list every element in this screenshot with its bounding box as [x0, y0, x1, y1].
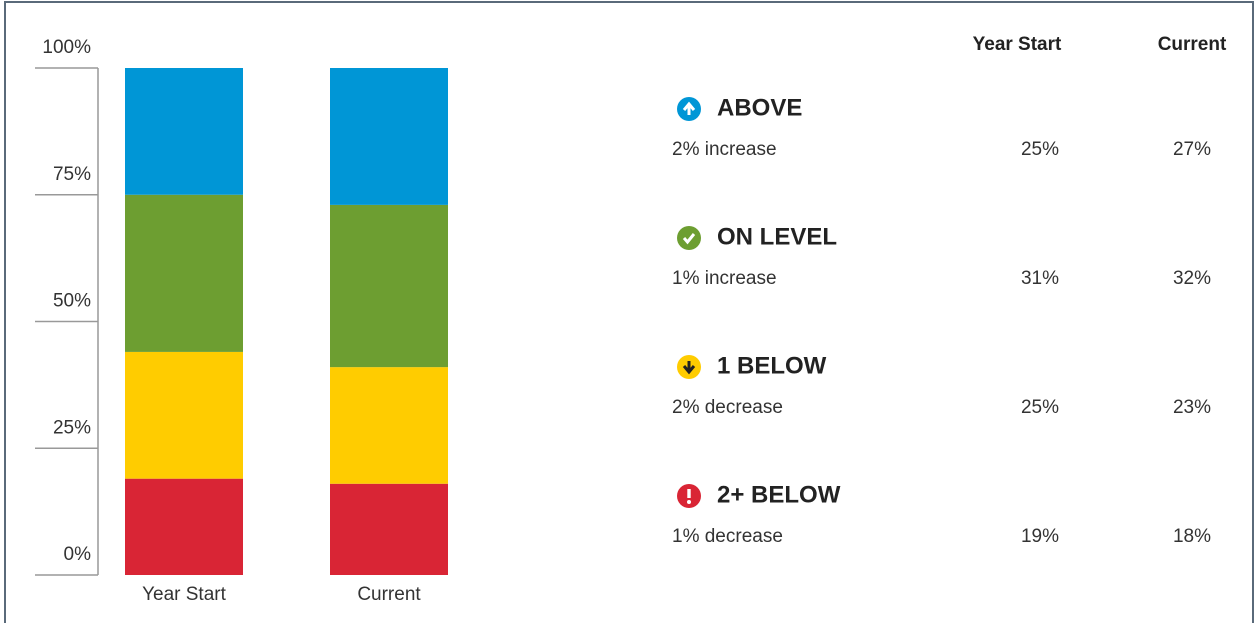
icon-glyph: [682, 101, 696, 115]
bar-segment: [330, 68, 448, 205]
x-tick-label: Current: [357, 584, 421, 605]
bar-segment: [330, 367, 448, 484]
icon-glyph: [687, 500, 691, 504]
status-note: 1% decrease: [672, 526, 783, 547]
icon-glyph: [687, 489, 691, 498]
x-tick-label: Year Start: [142, 584, 227, 605]
status-note: 1% increase: [672, 268, 777, 289]
value-label: 32%: [1173, 268, 1211, 289]
value-label: 27%: [1173, 139, 1211, 160]
status-name: ABOVE: [717, 94, 802, 121]
value-label: 19%: [1021, 526, 1059, 547]
column-header: Year Start: [973, 34, 1062, 55]
status-icon: [677, 226, 701, 250]
value-label: 18%: [1173, 526, 1211, 547]
bar-segment: [330, 483, 448, 575]
status-icon: [677, 355, 701, 379]
y-tick-label: 0%: [64, 544, 92, 565]
status-name: ON LEVEL: [717, 223, 837, 250]
y-tick-label: 100%: [42, 37, 91, 58]
bar-segment: [125, 194, 243, 352]
icon-glyph: [682, 361, 696, 375]
y-tick-label: 25%: [53, 417, 91, 438]
bar-segment: [125, 478, 243, 575]
status-note: 2% increase: [672, 139, 777, 160]
icon-glyph: [682, 233, 696, 245]
y-tick-label: 75%: [53, 164, 91, 185]
status-note: 2% decrease: [672, 397, 783, 418]
status-icon: [677, 484, 701, 508]
column-header: Current: [1158, 34, 1227, 55]
frame: [4, 1, 1254, 623]
value-label: 23%: [1173, 397, 1211, 418]
value-label: 25%: [1021, 139, 1059, 160]
status-name: 1 BELOW: [717, 352, 827, 379]
status-icon: [677, 97, 701, 121]
status-name: 2+ BELOW: [717, 481, 841, 508]
value-label: 25%: [1021, 397, 1059, 418]
y-tick-label: 50%: [53, 291, 91, 312]
bar-segment: [330, 204, 448, 368]
value-label: 31%: [1021, 268, 1059, 289]
bar-segment: [125, 68, 243, 195]
bar-segment: [125, 351, 243, 479]
